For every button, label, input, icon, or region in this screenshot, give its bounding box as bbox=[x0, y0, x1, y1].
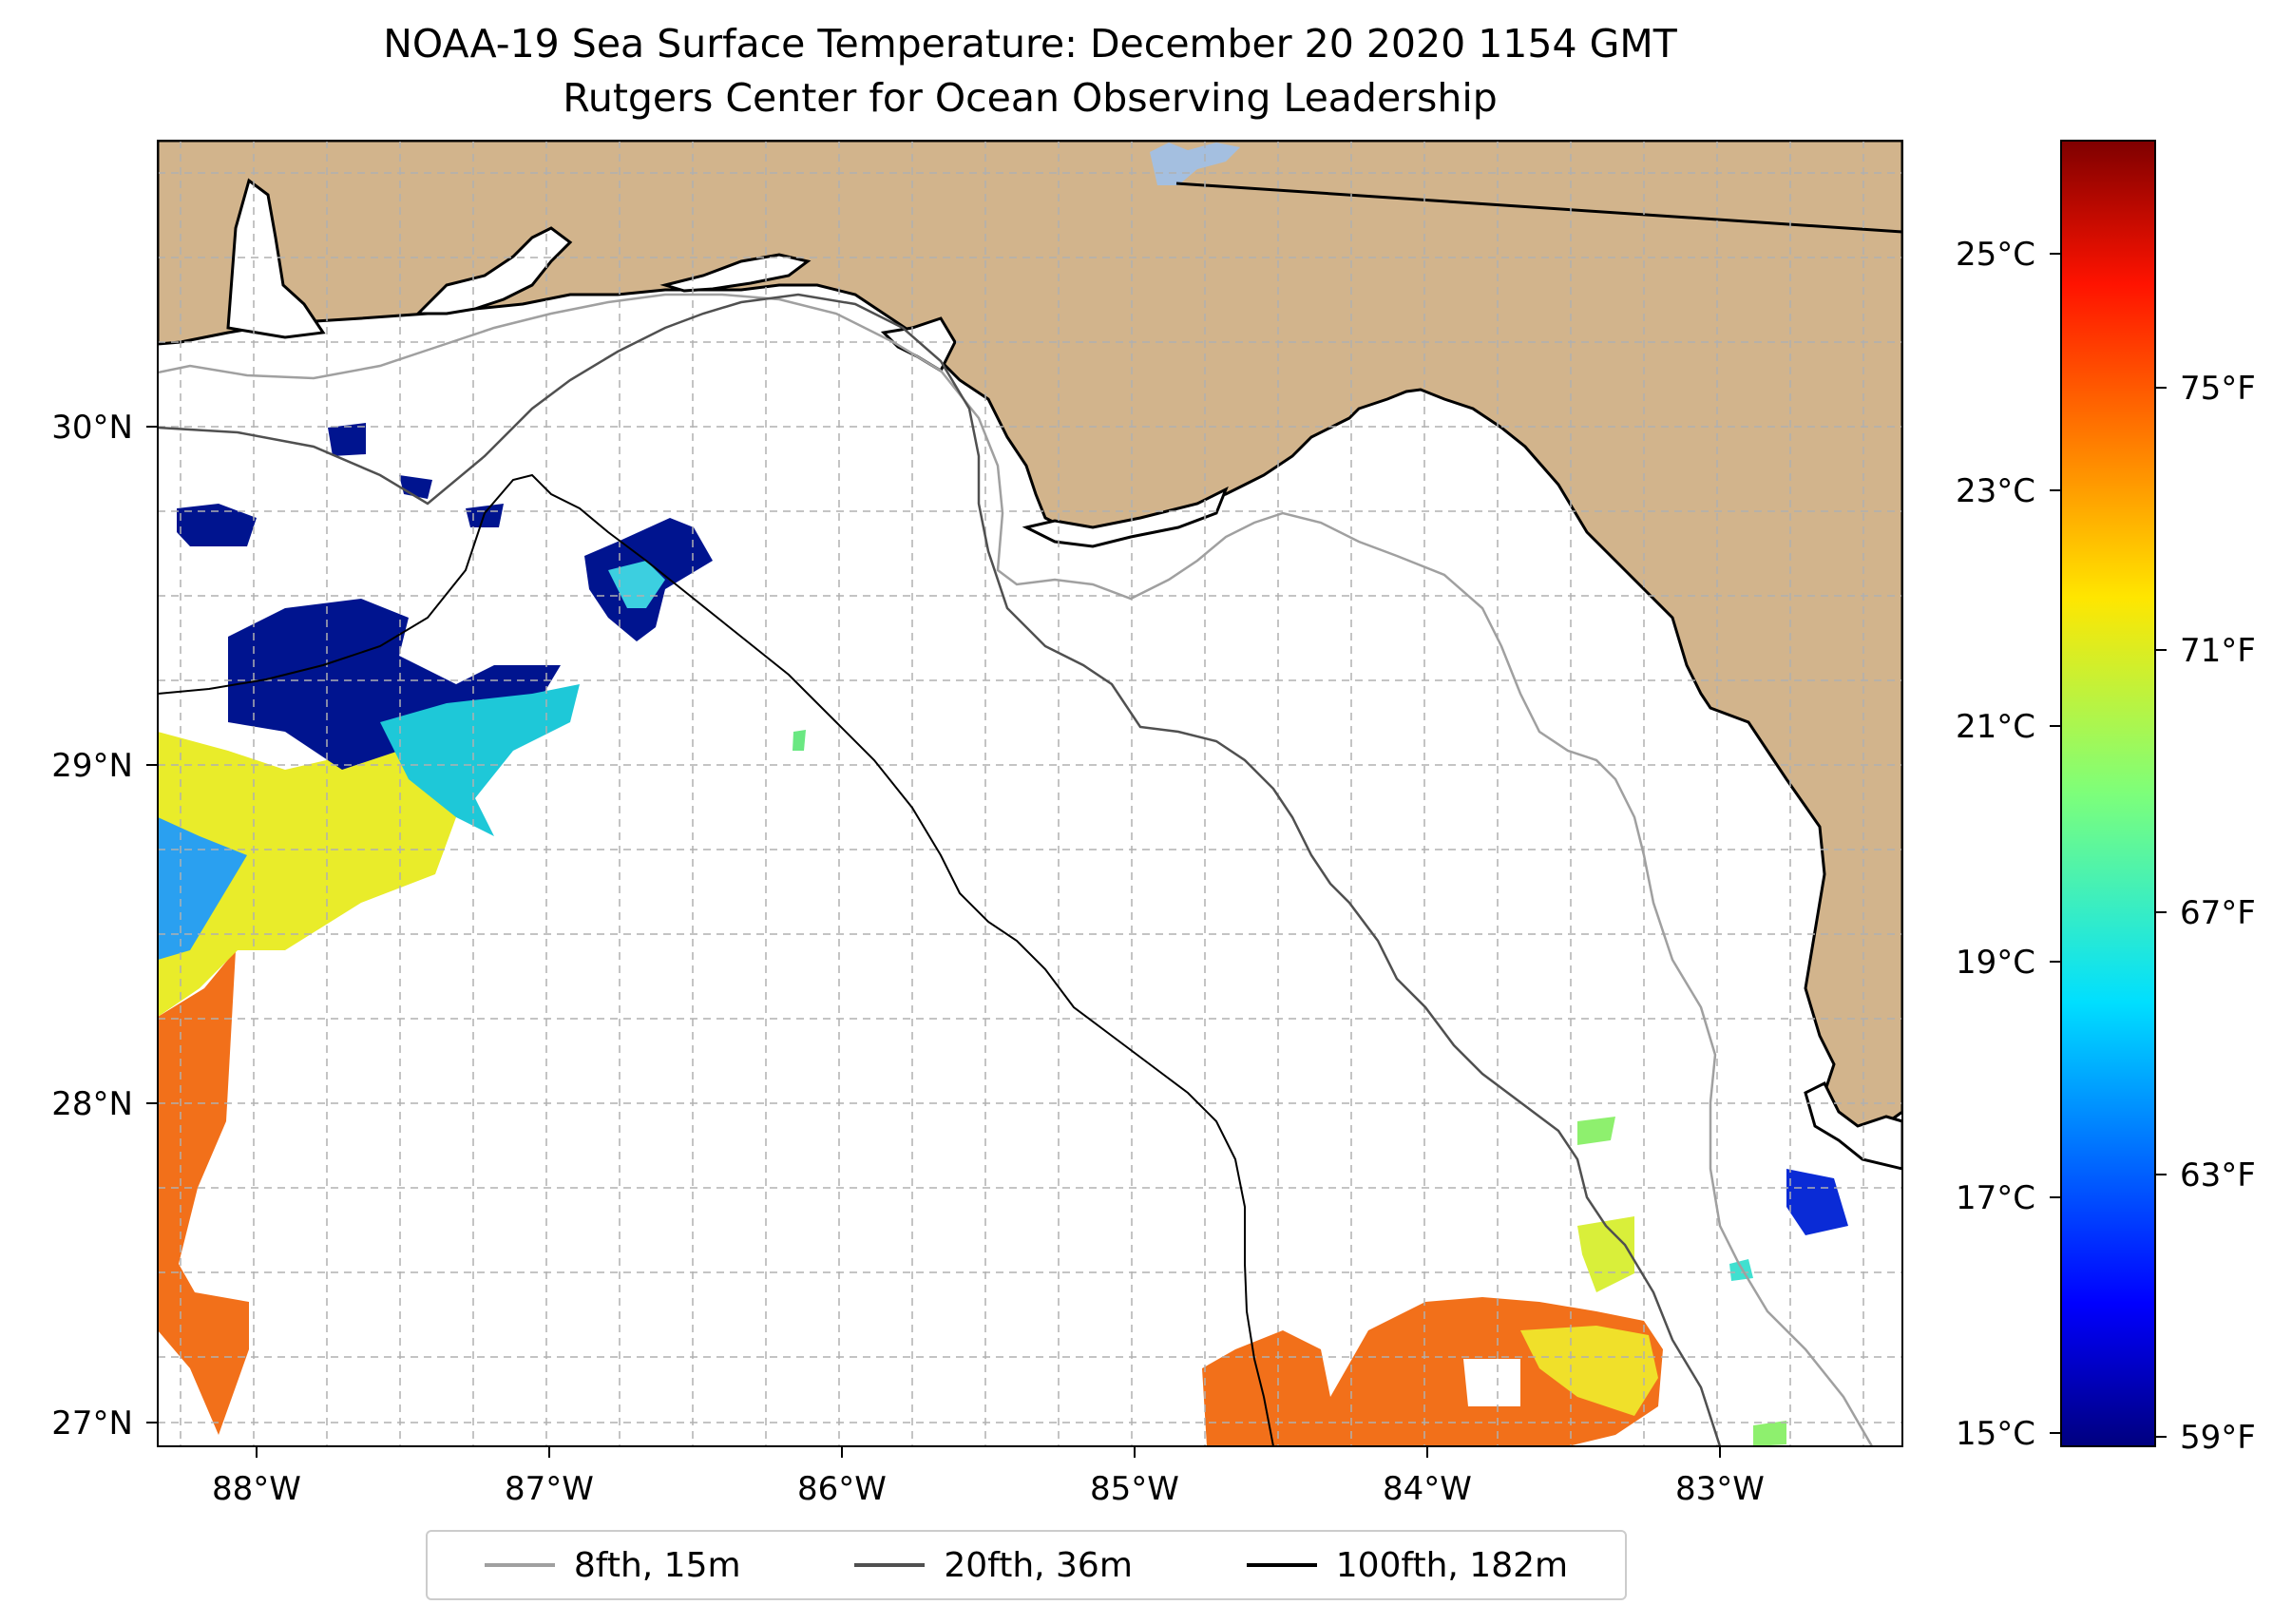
legend-label-100fth: 100fth, 182m bbox=[1335, 1545, 1569, 1585]
colorbar-label-c-17: 17°C bbox=[1956, 1179, 2035, 1217]
chart-title: NOAA-19 Sea Surface Temperature: Decembe… bbox=[383, 21, 1677, 67]
colorbar-label-c-15: 15°C bbox=[1956, 1415, 2035, 1453]
lon-label-86w: 86°W bbox=[797, 1470, 887, 1508]
sst-patch-east-green-1 bbox=[1577, 1117, 1615, 1145]
colorbar-label-f-71: 71°F bbox=[2180, 632, 2256, 670]
sst-patch-nw-cold-1 bbox=[177, 504, 257, 546]
legend-label-20fth: 20fth, 36m bbox=[944, 1545, 1133, 1585]
colorbar-label-c-21: 21°C bbox=[1956, 708, 2035, 746]
isobath-100fth bbox=[158, 473, 1274, 1446]
legend-swatch-100fth bbox=[1246, 1563, 1317, 1567]
state-border bbox=[1175, 182, 1902, 234]
lat-label-29n: 29°N bbox=[51, 747, 133, 785]
colorbar-ticks bbox=[2050, 253, 2167, 1438]
legend-label-8fth: 8fth, 15m bbox=[573, 1545, 741, 1585]
map-frame bbox=[157, 140, 1903, 1447]
gridlines bbox=[158, 141, 1902, 1446]
chart-subtitle: Rutgers Center for Ocean Observing Leade… bbox=[563, 75, 1498, 121]
colorbar-label-c-25: 25°C bbox=[1956, 236, 2035, 274]
lat-label-27n: 27°N bbox=[51, 1404, 133, 1442]
isobath-8fth bbox=[158, 293, 1874, 1446]
lon-label-84w: 84°W bbox=[1383, 1470, 1472, 1508]
sst-patch-east-green-2 bbox=[1577, 1216, 1634, 1292]
legend-swatch-8fth bbox=[484, 1563, 555, 1567]
legend-item-20fth: 20fth, 36m bbox=[854, 1546, 1133, 1585]
sst-patch-se-gap bbox=[1463, 1359, 1520, 1406]
sst-patch-nw-cold-3 bbox=[399, 475, 432, 499]
lat-label-28n: 28°N bbox=[51, 1085, 133, 1123]
lon-label-85w: 85°W bbox=[1090, 1470, 1179, 1508]
legend-item-8fth: 8fth, 15m bbox=[484, 1545, 741, 1585]
sst-patch-west-mixed bbox=[158, 732, 456, 1017]
choctawhatchee-bay bbox=[659, 253, 812, 293]
sst-data bbox=[158, 200, 1848, 1446]
lake-seminole bbox=[1150, 143, 1240, 185]
lon-label-88w: 88°W bbox=[212, 1470, 301, 1508]
sst-patch-coast-cold bbox=[1786, 1169, 1848, 1235]
mobile-bay bbox=[226, 178, 326, 339]
colorbar-label-f-63: 63°F bbox=[2180, 1156, 2256, 1194]
sst-patch-coast-green bbox=[1753, 1421, 1786, 1446]
sst-patch-north-mixed bbox=[380, 684, 580, 836]
lat-label-30n: 30°N bbox=[51, 409, 133, 447]
colorbar-label-f-75: 75°F bbox=[2180, 370, 2256, 408]
colorbar-label-f-67: 67°F bbox=[2180, 894, 2256, 932]
legend-swatch-20fth bbox=[854, 1563, 926, 1567]
sst-patch-dot-green bbox=[793, 730, 806, 751]
colorbar bbox=[2060, 140, 2156, 1447]
pensacola-bay bbox=[414, 226, 573, 315]
sst-patch-se-yellow bbox=[1520, 1326, 1658, 1416]
lon-label-87w: 87°W bbox=[505, 1470, 594, 1508]
sst-patch-nw-cold-2 bbox=[328, 423, 366, 456]
lon-label-83w: 83°W bbox=[1675, 1470, 1765, 1508]
map-area bbox=[158, 141, 1902, 1446]
colorbar-label-c-19: 19°C bbox=[1956, 944, 2035, 982]
tampa-bay bbox=[1804, 1080, 1902, 1171]
axis-ticks bbox=[146, 426, 1721, 1458]
colorbar-label-c-23: 23°C bbox=[1956, 472, 2035, 510]
apalachicola-bay bbox=[1022, 486, 1229, 548]
isobath-legend: 8fth, 15m 20fth, 36m 100fth, 182m bbox=[426, 1530, 1627, 1600]
isobath-20fth bbox=[158, 293, 1722, 1446]
legend-item-100fth: 100fth, 182m bbox=[1246, 1545, 1569, 1585]
colorbar-label-f-59: 59°F bbox=[2180, 1419, 2256, 1457]
